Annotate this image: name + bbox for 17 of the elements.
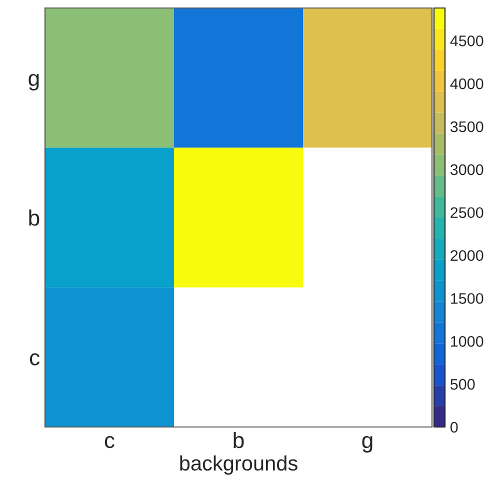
color-bar-label: 0 [450,422,458,433]
y-tick-label: b [29,209,40,226]
color-bar-label: 1500 [451,293,484,304]
color-bar-label: 2000 [450,250,484,261]
color-bar-label: 1000 [451,336,484,347]
y-tick-label: g [28,74,39,90]
color-bar-label: 2500 [450,207,484,218]
color-bar-label: 500 [450,378,475,390]
color-bar-label: 3500 [450,121,484,132]
x-axis-title: backgrounds [180,455,298,475]
x-tick-label: c [104,436,114,448]
x-tick-label: g [362,436,372,453]
color-bar-label: 4000 [450,78,484,90]
color-bar-label: 4500 [450,35,484,46]
color-bar-label: 3000 [450,164,484,176]
y-tick-label: c [30,353,40,366]
x-tick-label: b [234,432,244,448]
